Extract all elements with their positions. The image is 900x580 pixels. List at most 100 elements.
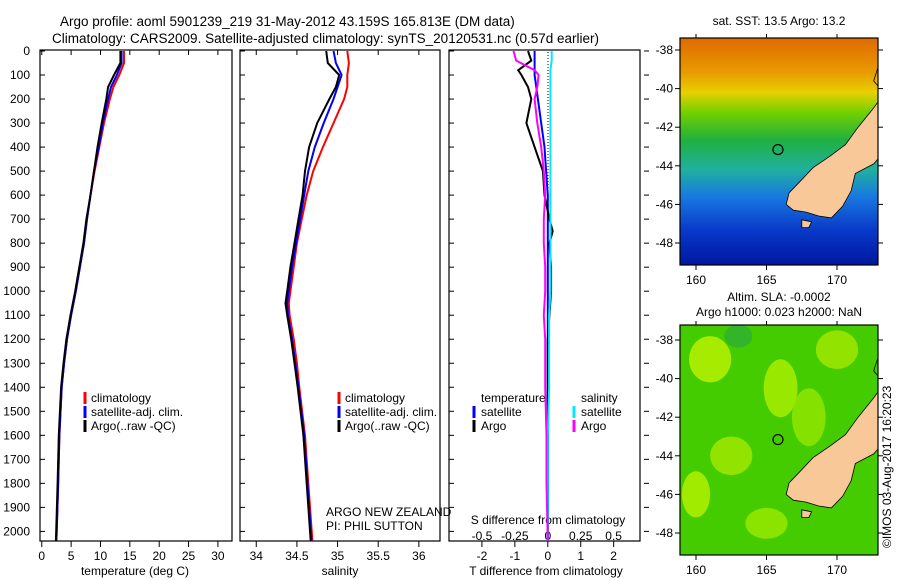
- y-tick-label: 1800: [3, 476, 30, 490]
- difference-panel: T difference from climatology S differen…: [448, 49, 649, 578]
- lon-tick-label: 170: [827, 563, 847, 577]
- x-tick-label: 0: [38, 549, 45, 563]
- lat-tick-label: -44: [656, 159, 674, 173]
- figure-title-line2: Climatology: CARS2009. Satellite-adjuste…: [52, 31, 599, 46]
- argo-location-marker: [772, 433, 784, 446]
- lon-tick-label: 160: [686, 273, 706, 287]
- series-line-salinity-satellite: [546, 51, 553, 541]
- x-tick-label: 35: [331, 549, 345, 563]
- sla-anomaly-patch: [710, 436, 753, 476]
- lon-tick-label: 165: [756, 563, 776, 577]
- credit-text: ©IMOS 03-Aug-2017 16:20:23: [880, 385, 894, 548]
- series-line-climatology: [55, 51, 125, 542]
- series-line-salinity-argo: [512, 50, 549, 542]
- sla-map-title-line1: Altim. SLA: -0.0002: [727, 290, 831, 304]
- lat-tick-label: -40: [656, 82, 674, 96]
- lat-tick-label: -38: [656, 43, 674, 57]
- sla-anomaly-patch: [688, 336, 732, 383]
- sla-map-frame: [679, 324, 879, 556]
- y-tick-label: 200: [10, 92, 30, 106]
- sst-map-title: sat. SST: 13.5 Argo: 13.2: [713, 14, 846, 28]
- lat-tick-label: -38: [656, 333, 674, 347]
- sst-map-frame: [679, 37, 879, 266]
- x2-tick-label: 0.5: [605, 529, 622, 543]
- y-tick-label: 1700: [3, 452, 30, 466]
- y-tick-label: 1600: [3, 428, 30, 442]
- difference-xlabel: T difference from climatology: [469, 564, 623, 578]
- lat-tick-label: -48: [656, 526, 674, 540]
- x-tick-label: 34.5: [285, 549, 309, 563]
- y-tick-label: 400: [10, 140, 30, 154]
- x-tick-label: 5: [68, 549, 75, 563]
- series-line-argo-raw-qc-: [54, 51, 122, 542]
- x2-tick-label: -0.25: [501, 529, 529, 543]
- lat-tick-label: -46: [656, 487, 674, 501]
- y-tick-label: 900: [10, 260, 30, 274]
- x2-tick-label: 0.25: [569, 529, 593, 543]
- lon-tick-label: 165: [756, 273, 776, 287]
- difference-legend: temperature satellite Argo salinity sate…: [472, 391, 622, 433]
- lon-tick-label: 160: [686, 563, 706, 577]
- difference-plot-frame: [448, 49, 641, 542]
- legend-label-satellite: satellite-adj. clim.: [91, 405, 183, 419]
- temperature-panel: temperature (deg C) climatology satellit…: [3, 44, 233, 578]
- x-tick-label: 35.5: [367, 549, 391, 563]
- temperature-plot-frame: [39, 49, 233, 542]
- sst-map: sat. SST: 13.5 Argo: 13.2 160 165 170 -38 -4…: [656, 14, 883, 287]
- legend-label-satellite: satellite-adj. clim.: [345, 405, 437, 419]
- sla-anomaly-patch: [791, 388, 826, 447]
- x-tick-label: 25: [182, 549, 196, 563]
- legend-label-t-argo: Argo: [481, 419, 507, 433]
- salinity-legend: climatology satellite-adj. clim. Argo(..…: [337, 391, 437, 433]
- program-annotation: ARGO NEW ZEALAND: [326, 505, 452, 519]
- x-tick-label: 20: [153, 549, 167, 563]
- sla-anomaly-patch: [681, 471, 711, 518]
- y-tick-label: 1200: [3, 332, 30, 346]
- series-line-argo-raw-qc-: [284, 50, 341, 542]
- x-tick-label: 10: [94, 549, 108, 563]
- figure-title-line1: Argo profile: aoml 5901239_219 31-May-20…: [60, 14, 515, 29]
- y-tick-label: 700: [10, 212, 30, 226]
- lon-tick-label: 170: [827, 273, 847, 287]
- y-tick-label: 500: [10, 164, 30, 178]
- salinity-panel: salinity climatology satellite-adj. clim…: [239, 49, 452, 578]
- lat-tick-label: -48: [656, 236, 674, 250]
- y-tick-label: 1300: [3, 356, 30, 370]
- legend-label-s-satellite: satellite: [581, 405, 622, 419]
- series-line-climatology: [287, 50, 350, 542]
- y-tick-label: 1100: [4, 308, 30, 322]
- land-stewart-island: [801, 509, 813, 518]
- x-tick-label: -1: [510, 549, 521, 563]
- lat-tick-label: -46: [656, 197, 674, 211]
- legend-label-s-argo: Argo: [581, 419, 607, 433]
- lat-tick-label: -42: [656, 410, 674, 424]
- x-tick-label: 30: [211, 549, 225, 563]
- sla-map: Altim. SLA: -0.0002 Argo h1000: 0.023 h2…: [656, 290, 883, 577]
- land-stewart-island: [801, 219, 813, 229]
- y-tick-label: 1500: [3, 404, 30, 418]
- sla-anomaly-patch: [745, 507, 788, 539]
- temperature-xlabel: temperature (deg C): [81, 564, 189, 578]
- x-tick-label: 1: [577, 549, 584, 563]
- land-south-island: [785, 391, 878, 509]
- legend-title-salinity: salinity: [581, 391, 618, 405]
- salinity-plot-frame: [239, 49, 441, 542]
- sla-anomaly-patch: [763, 359, 798, 418]
- x-tick-label: -2: [477, 549, 488, 563]
- sla-map-title-line2: Argo h1000: 0.023 h2000: NaN: [696, 305, 862, 319]
- legend-label-climatology: climatology: [345, 391, 405, 405]
- legend-label-climatology: climatology: [91, 391, 151, 405]
- land-south-island: [785, 101, 878, 219]
- temperature-legend: climatology satellite-adj. clim. Argo(..…: [83, 391, 183, 433]
- series-line-satellite-adj-clim-: [55, 51, 123, 542]
- y-tick-label: 600: [10, 188, 30, 202]
- legend-label-t-satellite: satellite: [481, 405, 522, 419]
- lat-tick-label: -44: [656, 449, 674, 463]
- y-tick-label: 2000: [3, 524, 30, 538]
- y-tick-label: 1900: [3, 500, 30, 514]
- lat-tick-label: -42: [656, 120, 674, 134]
- y-tick-label: 0: [23, 44, 30, 58]
- x-tick-label: 34: [250, 549, 264, 563]
- argo-location-marker: [772, 143, 784, 156]
